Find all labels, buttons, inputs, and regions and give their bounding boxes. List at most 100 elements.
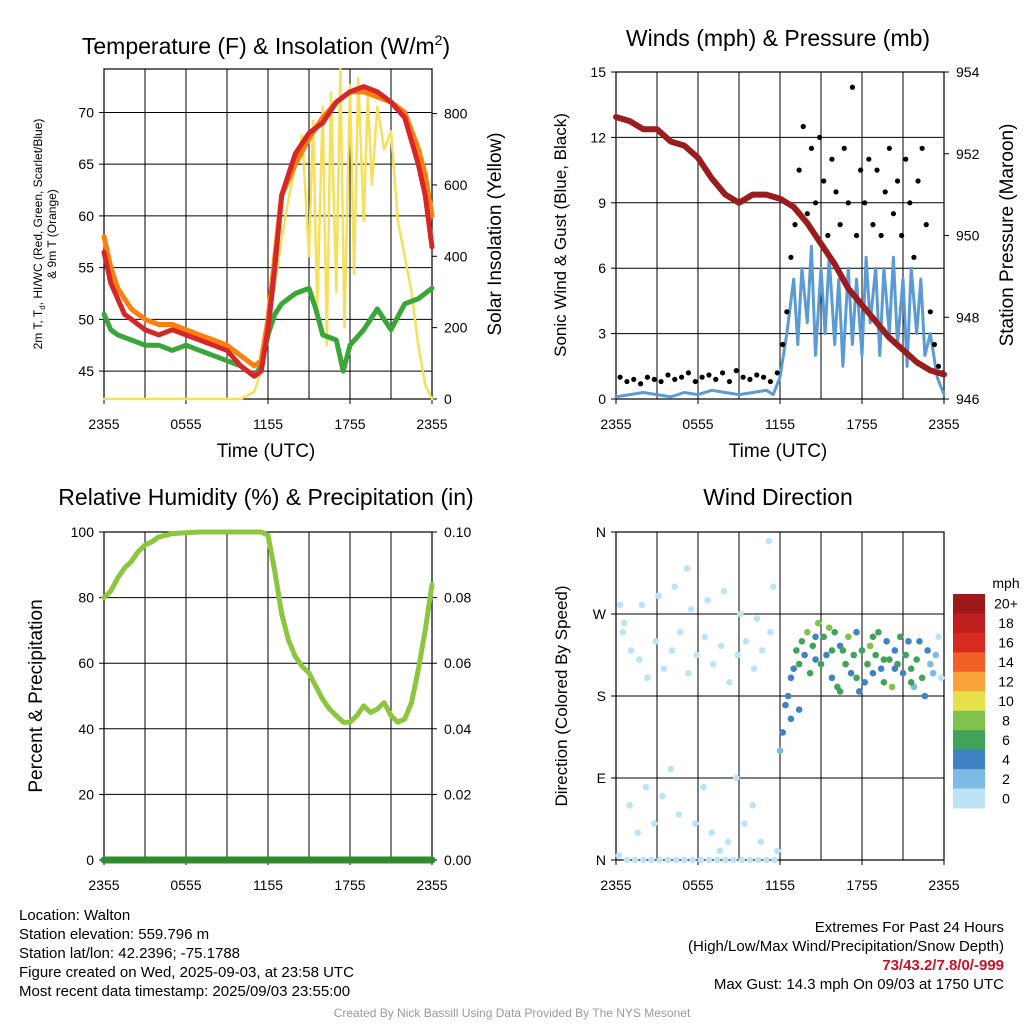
direction-point	[916, 638, 923, 645]
wind-ytick-label: 3	[598, 326, 606, 342]
gust-point	[679, 374, 685, 380]
rh-y2tick-label: 0.02	[444, 786, 471, 802]
direction-point	[724, 838, 732, 846]
direction-point	[869, 669, 877, 677]
direction-point	[907, 665, 915, 672]
gust-point	[858, 167, 864, 173]
gust-point	[894, 178, 901, 184]
temp-xtick-label: 2355	[88, 416, 119, 432]
dir-xtick-label: 0555	[682, 877, 713, 893]
temp-ytick-label: 50	[78, 311, 94, 327]
wind-xtick-label: 1755	[846, 416, 877, 432]
temperature-left-axis-label-2: & 9m T (Orange)	[45, 189, 59, 279]
gust-point	[638, 381, 644, 387]
gust-point	[651, 376, 657, 382]
wind-y2tick-label: 952	[956, 146, 980, 162]
gust-point	[672, 376, 678, 382]
wind-direction-left-axis-label: Direction (Colored By Speed)	[552, 585, 571, 806]
direction-point	[668, 647, 676, 654]
speed-legend-swatch	[953, 594, 985, 614]
rh-ytick-label: 20	[78, 786, 94, 802]
gust-point	[754, 372, 760, 378]
gust-point	[733, 368, 739, 374]
wind-ytick-label: 0	[598, 391, 606, 407]
direction-point	[886, 656, 893, 663]
max-gust: Max Gust: 14.3 mph On 09/03 at 1750 UTC	[713, 976, 1004, 993]
direction-point	[891, 647, 899, 654]
direction-point	[722, 856, 729, 864]
direction-point	[880, 656, 888, 663]
direction-point	[709, 660, 717, 668]
speed-legend-label: 8	[1002, 712, 1010, 728]
gust-point	[767, 378, 774, 385]
temp-xtick-label: 0555	[170, 416, 201, 432]
direction-point	[784, 692, 792, 700]
direction-point	[779, 729, 787, 736]
direction-point	[691, 820, 699, 827]
direction-point	[847, 669, 855, 677]
direction-point	[734, 651, 741, 659]
direction-point	[809, 642, 817, 650]
direction-point	[935, 633, 942, 641]
dir-ytick-label: W	[593, 606, 607, 622]
direction-point	[921, 692, 929, 700]
direction-point	[828, 674, 836, 682]
direction-point	[836, 688, 844, 695]
speed-legend-label: 6	[1002, 732, 1010, 748]
gust-point	[829, 156, 835, 162]
direction-point	[655, 592, 662, 600]
direction-point	[883, 638, 890, 645]
gust-point	[899, 232, 905, 239]
rh-y2tick-label: 0.04	[444, 721, 471, 737]
direction-point	[689, 856, 696, 864]
speed-legend-swatch	[953, 613, 985, 634]
temp-ytick-label: 55	[78, 260, 94, 276]
gust-point	[931, 341, 938, 348]
direction-point	[782, 701, 789, 709]
direction-point	[773, 847, 781, 855]
direction-point	[828, 647, 836, 654]
rh-y2tick-label: 0.08	[444, 590, 471, 606]
direction-point	[825, 624, 833, 631]
wind-xtick-label: 2355	[600, 416, 631, 432]
gust-point	[713, 376, 719, 382]
direction-point	[793, 647, 800, 654]
gust-point	[685, 370, 692, 376]
direction-point	[638, 601, 646, 609]
wind-panel: Winds (mph) & Pressure (mb) Sonic Wind &…	[551, 25, 1018, 462]
direction-point	[875, 628, 882, 636]
direction-point	[704, 597, 711, 604]
humidity-panel-title: Relative Humidity (%) & Precipitation (i…	[58, 484, 473, 510]
speed-legend-swatch	[953, 632, 985, 653]
direction-point	[771, 856, 778, 864]
temperature-panel-title: Temperature (F) & Insolation (W/m2)	[82, 32, 450, 59]
direction-point	[907, 679, 915, 686]
gust-point	[774, 370, 780, 376]
gust-point	[845, 200, 851, 206]
wind-y2tick-label: 946	[956, 391, 980, 407]
direction-point	[652, 638, 659, 645]
wind-direction-panel: Wind Direction Direction (Colored By Spe…	[552, 484, 1020, 807]
humidity-panel: Relative Humidity (%) & Precipitation (i…	[26, 484, 474, 793]
gust-point	[631, 376, 637, 382]
rh-y2tick-label: 0.00	[444, 852, 471, 868]
direction-point	[850, 651, 858, 659]
gust-point	[878, 232, 884, 239]
direction-point	[717, 642, 725, 650]
direction-point	[676, 628, 684, 636]
dir-ytick-label: S	[597, 688, 606, 704]
direction-point	[795, 660, 803, 668]
speed-legend-label: 4	[1002, 751, 1010, 767]
gust-point	[726, 378, 733, 385]
gust-point	[882, 189, 888, 195]
direction-point	[817, 660, 825, 668]
direction-point	[861, 679, 869, 686]
direction-point	[823, 651, 830, 659]
rh-y2tick-label: 0.10	[444, 524, 471, 540]
sonic-wind-line	[614, 244, 946, 399]
direction-point	[763, 856, 770, 864]
dir-xtick-label: 1155	[765, 877, 795, 893]
direction-point	[753, 615, 761, 622]
speed-legend-label: 16	[998, 635, 1014, 651]
gust-point	[886, 145, 892, 151]
